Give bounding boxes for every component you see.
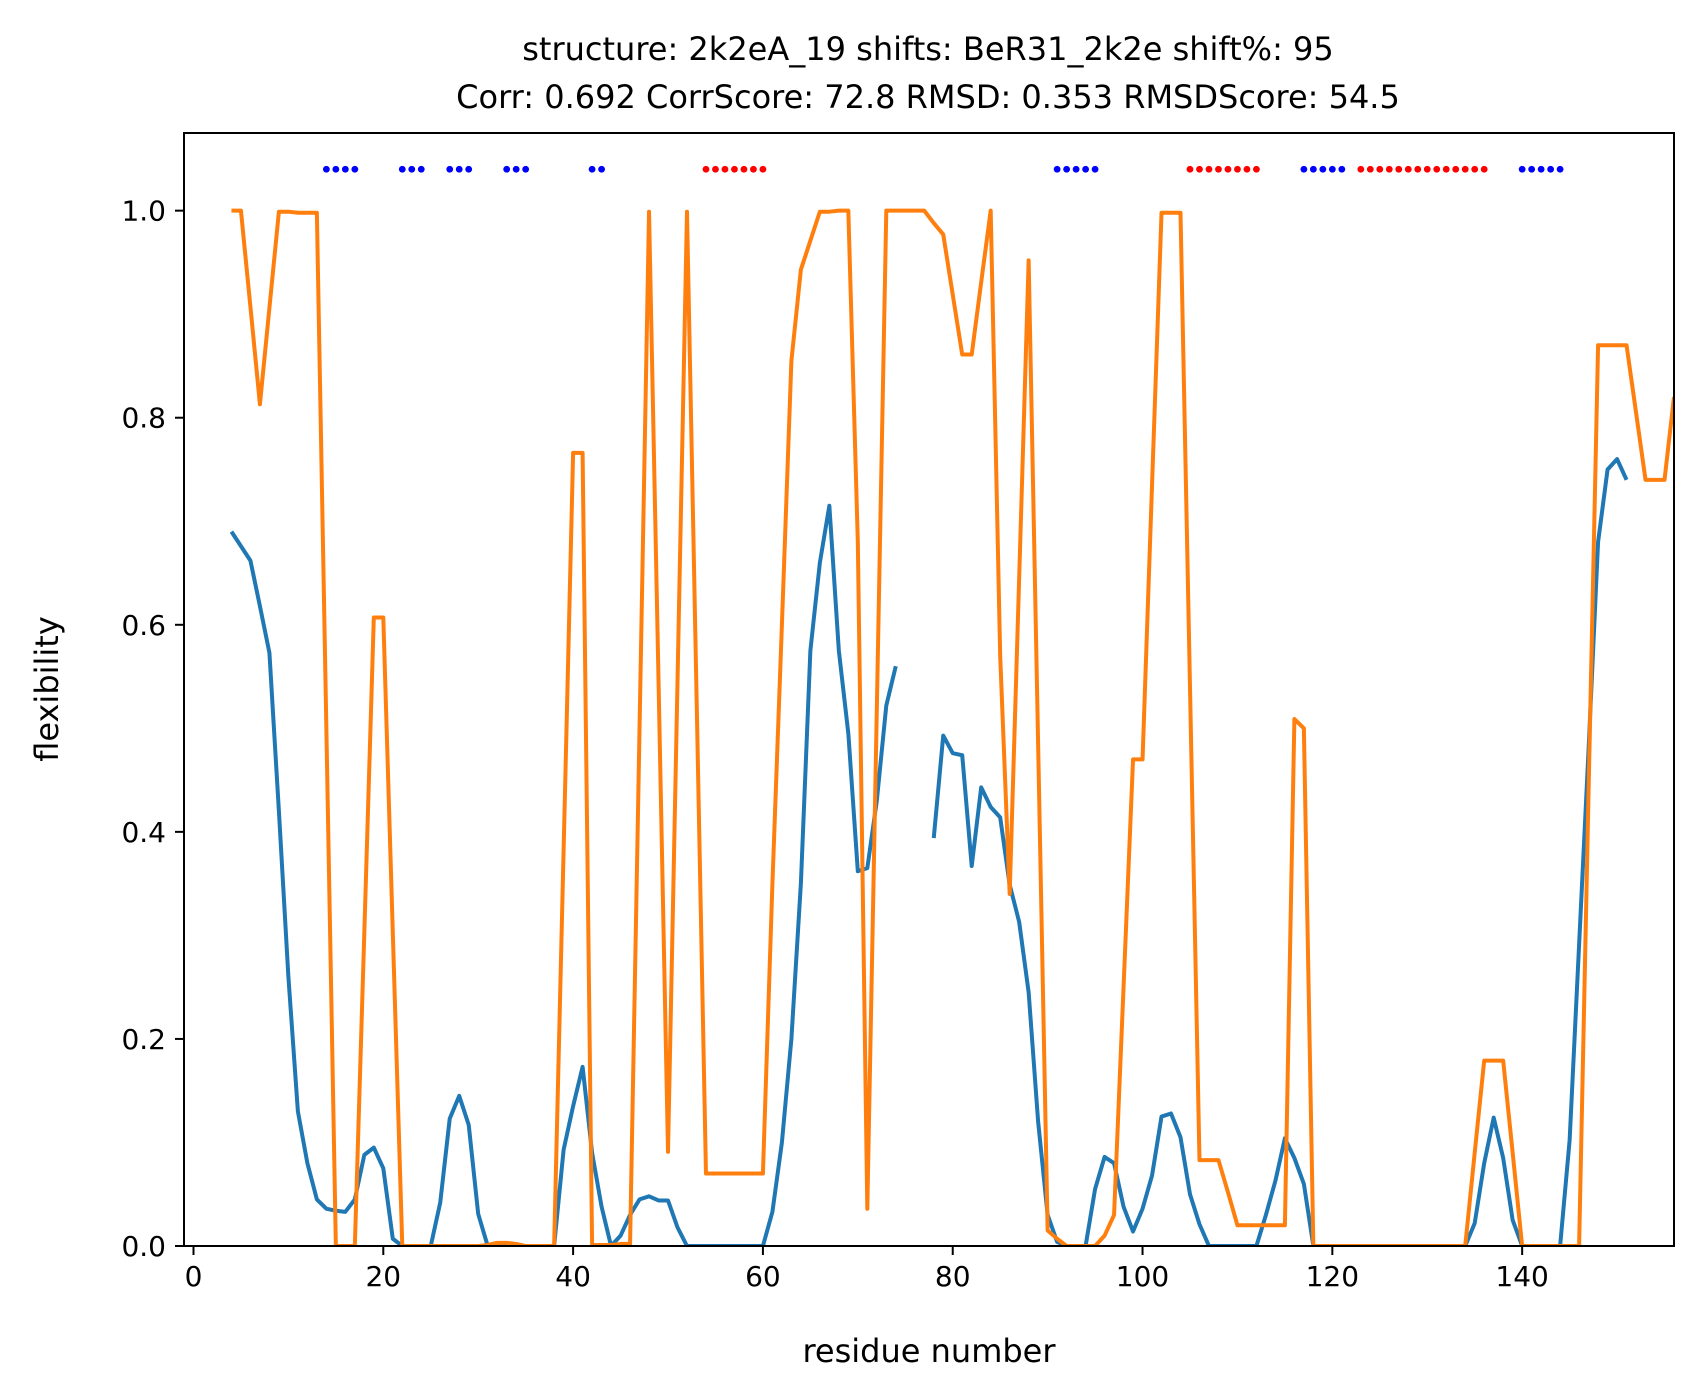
blue-marker [455, 165, 463, 173]
blue-marker [398, 165, 406, 173]
blue-marker [408, 165, 416, 173]
blue-marker [1300, 165, 1308, 173]
red-marker [1234, 165, 1241, 173]
red-marker [1452, 165, 1460, 173]
blue-marker [1547, 165, 1555, 173]
y-tick-label: 0.2 [121, 1023, 166, 1056]
blue-marker [1063, 165, 1071, 173]
x-tick-label: 100 [1116, 1260, 1169, 1293]
blue-marker [588, 165, 596, 173]
red-marker [712, 165, 719, 173]
red-marker [740, 165, 748, 173]
x-tick-label: 0 [185, 1260, 203, 1293]
blue-marker [417, 165, 425, 173]
red-marker [1366, 165, 1374, 173]
x-tick-label: 120 [1306, 1260, 1359, 1293]
blue-marker [598, 165, 605, 173]
x-tick-label: 60 [745, 1260, 781, 1293]
blue-marker [322, 165, 330, 173]
blue-marker [1528, 165, 1536, 173]
x-tick-label: 20 [365, 1260, 401, 1293]
red-marker [1253, 165, 1260, 173]
blue-marker [446, 165, 454, 173]
red-marker [1442, 165, 1450, 173]
blue-marker [1082, 165, 1089, 173]
red-marker [1186, 165, 1194, 173]
series-layer [229, 208, 1674, 1246]
y-tick-label: 0.4 [121, 816, 166, 849]
red-marker [1196, 165, 1203, 173]
blue-marker [1309, 165, 1317, 173]
chart-title-line-2: Corr: 0.692 CorrScore: 72.8 RMSD: 0.353 … [456, 78, 1400, 116]
plot-frame [183, 132, 1675, 1247]
red-marker [1461, 165, 1469, 173]
red-marker [1414, 165, 1422, 173]
marker-layer [322, 165, 1564, 173]
red-marker [750, 165, 757, 173]
blue-marker [1091, 165, 1099, 173]
y-tick-label: 0.0 [121, 1230, 166, 1263]
red-marker [1243, 165, 1251, 173]
y-tick-label: 1.0 [121, 195, 166, 228]
red-marker [1224, 165, 1232, 173]
red-marker [1385, 165, 1393, 173]
blue-marker [1518, 165, 1526, 173]
blue-marker [1072, 165, 1080, 173]
x-tick-label: 40 [555, 1260, 591, 1293]
series-line-1 [229, 457, 1629, 1246]
x-tick-label: 140 [1495, 1260, 1548, 1293]
x-axis-ticks: 0 20 40 60 80 100 120 140 [185, 1246, 1549, 1293]
blue-marker [465, 165, 473, 173]
red-marker [1471, 165, 1479, 173]
blue-marker [1338, 165, 1346, 173]
red-marker [1423, 165, 1431, 173]
red-marker [731, 165, 738, 173]
blue-marker [341, 165, 349, 173]
blue-marker [522, 165, 530, 173]
red-marker [1376, 165, 1384, 173]
blue-marker [1053, 165, 1061, 173]
red-marker [1357, 165, 1365, 173]
blue-marker [503, 165, 511, 173]
blue-marker [1319, 165, 1327, 173]
y-tick-label: 0.8 [121, 402, 166, 435]
blue-marker [332, 165, 340, 173]
red-marker [702, 165, 710, 173]
red-marker [1215, 165, 1222, 173]
blue-marker [1537, 165, 1545, 173]
red-marker [759, 165, 767, 173]
red-marker [1433, 165, 1441, 173]
y-axis-ticks: 0.0 0.2 0.4 0.6 0.8 1.0 [121, 195, 184, 1263]
red-marker [1205, 165, 1213, 173]
blue-marker [1556, 165, 1564, 173]
blue-marker [512, 165, 520, 173]
red-marker [721, 165, 729, 173]
red-marker [1404, 165, 1412, 173]
y-axis-label: flexibility [28, 616, 66, 762]
x-tick-label: 80 [935, 1260, 971, 1293]
blue-marker [351, 165, 359, 173]
series-line-2 [231, 208, 1674, 1246]
red-marker [1395, 165, 1403, 173]
y-tick-label: 0.6 [121, 609, 166, 642]
red-marker [1480, 165, 1488, 173]
chart-title-line-1: structure: 2k2eA_19 shifts: BeR31_2k2e s… [522, 30, 1333, 68]
x-axis-label: residue number [802, 1332, 1056, 1370]
blue-marker [1328, 165, 1336, 173]
